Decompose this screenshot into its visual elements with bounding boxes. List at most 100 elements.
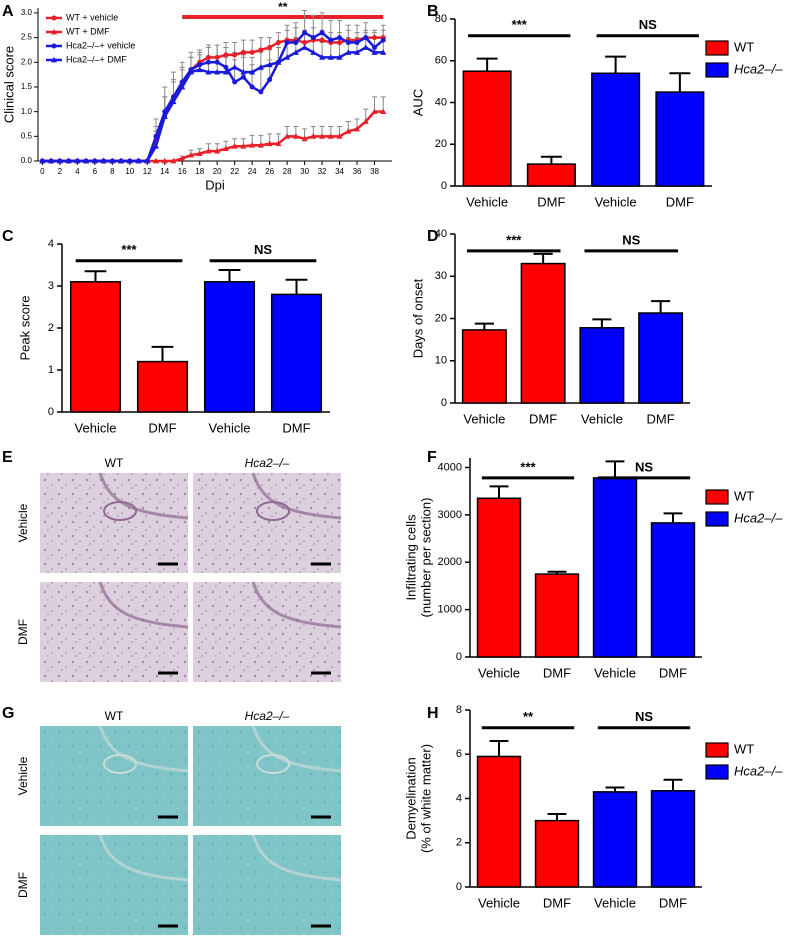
bar: [476, 497, 522, 658]
marker: [222, 68, 229, 75]
x-tick-label: 38: [370, 167, 379, 176]
significance-label: NS: [254, 242, 272, 257]
marker: [240, 49, 246, 55]
bar: [136, 360, 189, 413]
y-axis-label: (% of white matter): [418, 744, 433, 853]
x-tick-label: Vehicle: [463, 411, 505, 426]
legend-swatch: [705, 764, 729, 780]
marker: [336, 54, 343, 60]
tissue-edge: [98, 581, 189, 629]
marker: [284, 133, 291, 139]
y-tick-label: 0.5: [21, 131, 33, 140]
y-tick-label: 4: [456, 792, 462, 804]
y-tick-label: 2.0: [21, 57, 33, 66]
error-bar: [285, 278, 308, 295]
x-tick-label: 22: [230, 167, 239, 176]
panel-letter: D: [427, 228, 439, 245]
marker: [362, 44, 369, 50]
x-tick-label: 10: [125, 167, 134, 176]
error-bar: [151, 345, 174, 362]
marker: [135, 157, 142, 164]
marker: [267, 77, 273, 83]
x-tick-label: 34: [335, 167, 344, 176]
error-bar: [651, 300, 671, 314]
x-tick-label: 28: [283, 167, 292, 176]
bar: [650, 790, 696, 888]
marker: [319, 30, 325, 36]
legend-swatch: [705, 511, 729, 527]
y-tick-label: 0: [48, 406, 54, 418]
marker: [179, 155, 186, 161]
error-bar: [218, 269, 241, 282]
y-tick-label: 6: [456, 748, 462, 760]
significance-label: NS: [622, 232, 640, 247]
x-tick-label: 0: [40, 167, 45, 176]
legend-swatch: [705, 62, 729, 78]
row-label: DMF: [16, 872, 30, 898]
error-bar: [302, 9, 308, 33]
marker: [109, 157, 116, 164]
x-tick-label: DMF: [148, 420, 176, 435]
micrograph: [40, 582, 188, 682]
marker: [292, 49, 299, 55]
marker: [337, 35, 343, 41]
legend-swatch: [705, 489, 729, 505]
marker: [372, 35, 378, 41]
marker: [187, 68, 194, 75]
tissue-edge: [98, 725, 189, 773]
marker: [345, 40, 351, 46]
marker: [214, 147, 221, 154]
y-tick-label: 0.0: [21, 156, 33, 165]
marker: [196, 150, 203, 156]
marker: [275, 140, 282, 147]
x-tick-label: DMF: [537, 194, 565, 209]
y-tick-label: 0: [456, 881, 462, 893]
marker: [302, 30, 308, 36]
micrograph: [193, 835, 341, 935]
marker: [214, 68, 221, 75]
marker: [328, 37, 334, 43]
marker: [187, 151, 194, 158]
marker: [197, 62, 203, 68]
micrograph: [40, 473, 188, 573]
marker: [363, 35, 369, 41]
error-bar: [258, 69, 264, 92]
error-bar: [328, 19, 334, 41]
marker: [214, 54, 220, 60]
marker: [161, 113, 168, 119]
y-tick-label: 2000: [438, 556, 462, 568]
significance-label: NS: [639, 17, 657, 32]
marker: [144, 157, 151, 164]
significance-label: NS: [635, 459, 653, 474]
marker: [161, 157, 168, 164]
x-tick-label: 2: [58, 167, 63, 176]
y-tick-label: 3.0: [21, 8, 33, 17]
legend-label: WT + vehicle: [66, 12, 118, 22]
error-bar: [489, 739, 509, 757]
micrograph: [193, 473, 341, 573]
legend-label: Hca2–/–: [734, 763, 783, 778]
x-tick-label: Vehicle: [478, 895, 520, 910]
x-tick-label: DMF: [529, 411, 557, 426]
y-tick-label: 1.5: [21, 82, 33, 91]
x-axis-label: Dpi: [205, 177, 225, 192]
panel-letter: C: [2, 228, 14, 245]
marker: [301, 135, 308, 142]
x-tick-label: Vehicle: [581, 411, 623, 426]
marker: [65, 157, 72, 164]
error-bar: [476, 57, 498, 72]
lesion: [256, 754, 290, 774]
marker: [292, 133, 299, 139]
marker: [354, 125, 361, 132]
bar: [461, 329, 507, 404]
marker: [284, 40, 290, 46]
y-tick-label: 8: [456, 704, 462, 716]
tissue-edge: [251, 725, 342, 773]
error-bar: [663, 512, 683, 523]
legend-swatch: [705, 40, 729, 56]
marker: [39, 157, 46, 164]
y-tick-label: 20: [435, 312, 447, 324]
error-bar: [474, 322, 494, 330]
significance-label: NS: [635, 709, 653, 724]
panel-letter: A: [2, 3, 14, 20]
